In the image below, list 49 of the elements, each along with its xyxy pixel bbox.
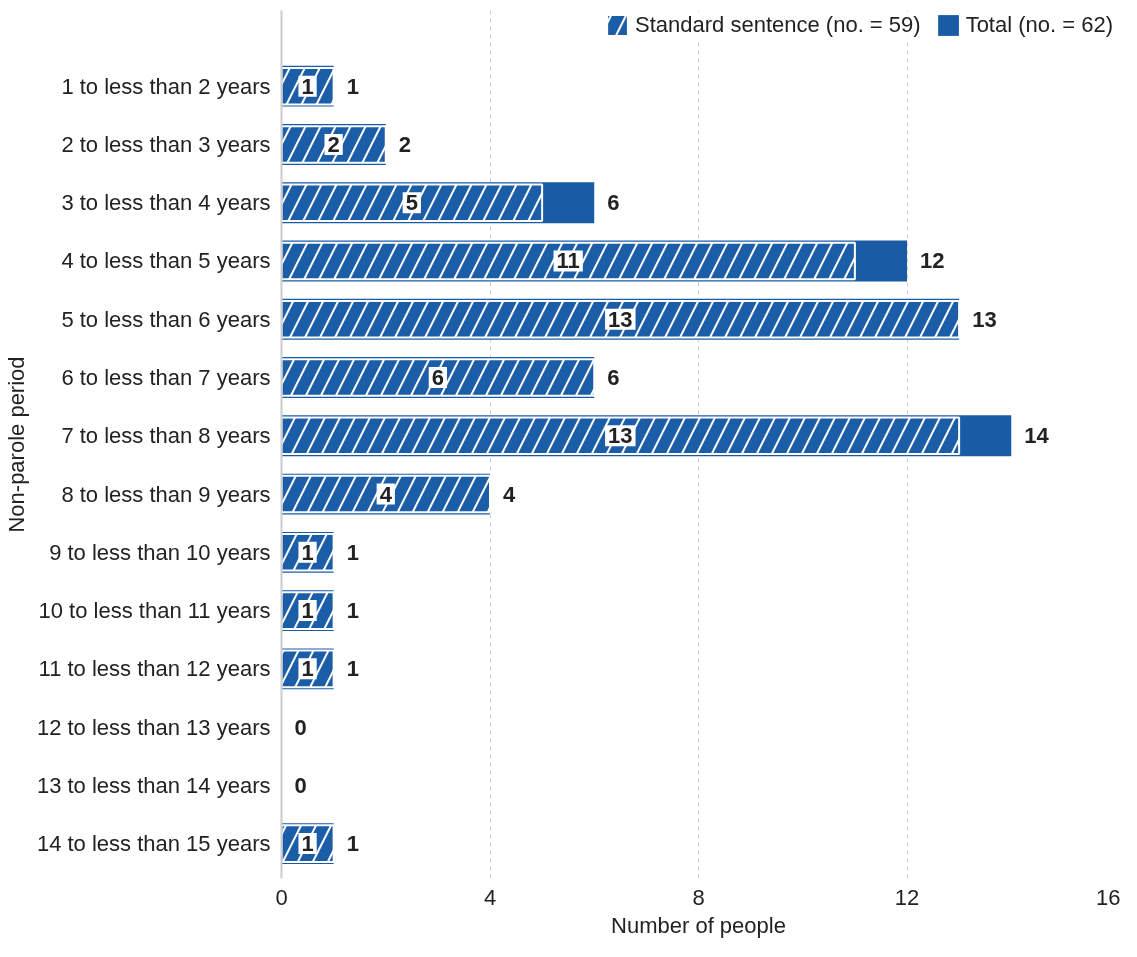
data-label: 1 (346, 598, 359, 624)
y-tick-label: 2 to less than 3 years (61, 131, 271, 157)
data-label: 1 (301, 831, 314, 857)
y-tick-label: 9 to less than 10 years (49, 539, 271, 565)
y-tick-label: 12 to less than 13 years (36, 714, 271, 740)
x-tick-label: 8 (692, 884, 705, 910)
data-label: 4 (503, 481, 517, 507)
data-label: 6 (607, 365, 620, 391)
data-label: 1 (301, 656, 314, 682)
data-label: 2 (398, 131, 412, 157)
x-axis-title: Number of people (611, 912, 786, 938)
data-label: 1 (301, 598, 314, 624)
data-label: 1 (346, 539, 359, 565)
data-label: 6 (607, 190, 620, 216)
data-label: 0 (294, 714, 307, 740)
y-axis-title: Non-parole period (3, 356, 29, 533)
data-label: 1 (346, 73, 359, 99)
y-tick-label: 10 to less than 11 years (38, 598, 271, 624)
y-tick-label: 13 to less than 14 years (36, 772, 271, 798)
y-tick-label: 7 to less than 8 years (61, 423, 271, 449)
x-tick-label: 16 (1096, 884, 1121, 910)
data-label: 13 (972, 306, 997, 332)
data-label: 11 (556, 248, 580, 274)
data-label: 1 (301, 73, 314, 99)
x-tick-label: 4 (483, 884, 497, 910)
y-tick-label: 1 to less than 2 years (61, 73, 271, 99)
y-tick-label: 5 to less than 6 years (61, 306, 271, 332)
y-tick-label: 3 to less than 4 years (61, 190, 271, 216)
data-label: 1 (301, 539, 314, 565)
data-label: 1 (346, 831, 359, 857)
data-label: 1 (346, 656, 359, 682)
y-tick-label: 8 to less than 9 years (61, 481, 271, 507)
data-label: 5 (405, 190, 418, 216)
data-label: 12 (920, 248, 945, 274)
data-label: 0 (294, 772, 307, 798)
legend-label: Total (no. = 62) (965, 12, 1113, 38)
y-tick-label: 4 to less than 5 years (61, 248, 271, 274)
data-label: 4 (379, 481, 393, 507)
data-label: 13 (608, 306, 633, 332)
data-label: 2 (327, 131, 340, 157)
y-tick-label: 6 to less than 7 years (61, 365, 271, 391)
data-label: 14 (1024, 423, 1050, 449)
legend-label: Standard sentence (no. = 59) (635, 12, 921, 38)
y-tick-label: 11 to less than 12 years (38, 656, 271, 682)
x-tick-label: 0 (275, 884, 288, 910)
data-label: 6 (431, 365, 445, 391)
data-label: 13 (608, 423, 633, 449)
y-tick-label: 14 to less than 15 years (36, 831, 271, 857)
x-tick-label: 12 (894, 884, 920, 910)
